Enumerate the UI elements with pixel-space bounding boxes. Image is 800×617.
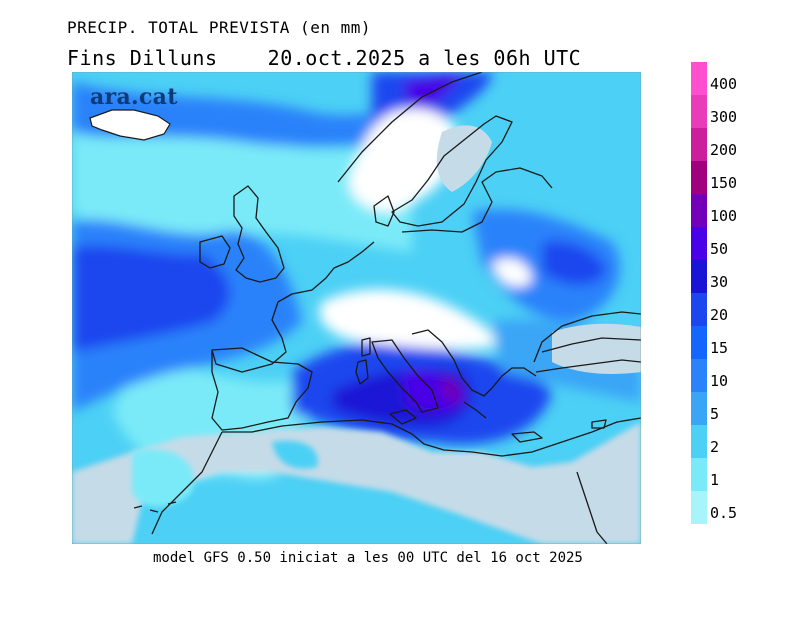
legend-label: 2 — [710, 438, 720, 456]
med-max — [441, 377, 462, 404]
brand-logo: ara.cat — [90, 84, 178, 110]
norway-core — [402, 72, 462, 117]
legend-label: 150 — [710, 174, 738, 192]
coast-sardinia — [355, 359, 369, 385]
precipitation-map — [72, 72, 641, 544]
legend-label: 1 — [710, 471, 720, 489]
map-title: PRECIP. TOTAL PREVISTA (en mm) — [67, 18, 371, 37]
legend-label: 100 — [710, 207, 738, 225]
legend-swatch — [691, 326, 707, 359]
east-core — [542, 241, 607, 286]
legend-label: 20 — [710, 306, 729, 324]
legend-swatch — [691, 62, 707, 95]
coast-red-sea — [576, 471, 608, 544]
color-legend — [691, 62, 707, 524]
legend-label: 30 — [710, 273, 729, 291]
light-field — [72, 130, 412, 252]
legend-swatch — [691, 128, 707, 161]
coast-ireland — [199, 235, 231, 269]
legend-swatch — [691, 359, 707, 392]
legend-swatch — [691, 95, 707, 128]
legend-swatch — [691, 227, 707, 260]
period-label: Fins Dilluns — [67, 46, 218, 70]
legend-swatch — [691, 491, 707, 524]
coast-canaries — [133, 501, 177, 513]
legend-swatch — [691, 392, 707, 425]
legend-label: 400 — [710, 75, 738, 93]
coast-north-africa — [222, 417, 641, 457]
coast-cyprus — [591, 419, 607, 429]
coast-iberia — [211, 347, 313, 431]
legend-label: 200 — [710, 141, 738, 159]
legend-label: 50 — [710, 240, 729, 258]
dry-scandinavia — [349, 108, 462, 212]
legend-label: 10 — [710, 372, 729, 390]
coast-sicily — [389, 409, 417, 425]
legend-swatch — [691, 458, 707, 491]
atlantic-core — [72, 245, 231, 352]
coast-baltic — [401, 167, 553, 233]
coast-denmark — [373, 195, 395, 227]
legend-label: 0.5 — [710, 504, 738, 522]
legend-swatch — [691, 293, 707, 326]
dry-land-anatolia — [552, 323, 641, 374]
coast-britain — [233, 185, 285, 283]
coast-crete — [511, 431, 543, 443]
legend-label: 15 — [710, 339, 729, 357]
legend-swatch — [691, 260, 707, 293]
legend-label: 5 — [710, 405, 720, 423]
dry-land-sweden — [436, 125, 492, 192]
coast-black-sea — [533, 311, 641, 363]
africa-rain — [132, 449, 194, 507]
map-subtitle: Fins Dilluns 20.oct.2025 a les 06h UTC — [67, 46, 581, 70]
legend-swatch — [691, 425, 707, 458]
legend-label: 300 — [710, 108, 738, 126]
coast-corsica — [361, 337, 371, 357]
coast-turkey — [535, 337, 641, 373]
legend-swatch — [691, 161, 707, 194]
dry-central-europe — [319, 289, 495, 350]
legend-swatch — [691, 194, 707, 227]
dry-land-north-africa — [72, 422, 641, 544]
coast-france — [211, 241, 375, 373]
africa-rain — [272, 440, 318, 469]
coast-morocco — [151, 431, 223, 535]
valid-time: 20.oct.2025 a les 06h UTC — [267, 46, 582, 70]
coast-italy — [371, 339, 439, 413]
model-info: model GFS 0.50 iniciat a les 00 UTC del … — [153, 550, 583, 566]
coast-balkans — [411, 329, 537, 419]
dry-baltic — [492, 258, 532, 287]
iceland — [89, 109, 171, 141]
coast-scandinavia — [337, 72, 513, 227]
